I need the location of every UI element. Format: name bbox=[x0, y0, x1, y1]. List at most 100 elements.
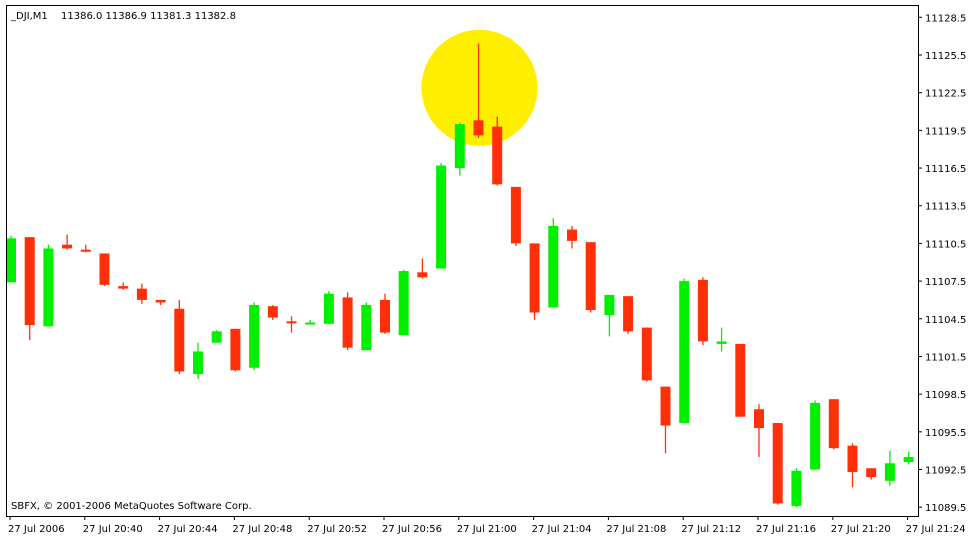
time-tick-label: 27 Jul 21:12 bbox=[681, 524, 741, 535]
candle bbox=[492, 117, 502, 186]
price-tick-label: 11101.5 bbox=[925, 352, 966, 363]
time-tick-label: 27 Jul 21:00 bbox=[457, 524, 517, 535]
candle-body bbox=[848, 446, 858, 472]
candle-body bbox=[623, 296, 633, 331]
candle bbox=[174, 300, 184, 374]
price-tick-label: 11113.5 bbox=[925, 202, 966, 213]
candle bbox=[212, 330, 222, 343]
candle-body bbox=[754, 409, 764, 428]
candle-body bbox=[810, 403, 820, 470]
candle-body bbox=[567, 230, 577, 241]
candle-body bbox=[62, 245, 72, 249]
time-tick-label: 27 Jul 20:44 bbox=[158, 524, 218, 535]
candle bbox=[810, 400, 820, 469]
candle bbox=[773, 423, 783, 505]
candle-body bbox=[586, 242, 596, 310]
candle-body bbox=[866, 468, 876, 477]
candle-body bbox=[791, 471, 801, 506]
price-tick-label: 11122.5 bbox=[925, 89, 966, 100]
candle bbox=[698, 277, 708, 345]
candle bbox=[642, 328, 652, 382]
candle-body bbox=[361, 305, 371, 350]
candle-body bbox=[829, 399, 839, 448]
candle bbox=[829, 399, 839, 449]
candle-body bbox=[604, 295, 614, 315]
candle-body bbox=[81, 250, 91, 252]
candle-body bbox=[100, 253, 110, 284]
candle-body bbox=[137, 289, 147, 300]
candle bbox=[100, 253, 110, 286]
time-tick-label: 27 Jul 21:04 bbox=[532, 524, 592, 535]
candle-body bbox=[118, 286, 128, 289]
price-tick-label: 11116.5 bbox=[925, 164, 966, 175]
time-tick-label: 27 Jul 20:56 bbox=[382, 524, 442, 535]
candle-body bbox=[399, 271, 409, 335]
candle bbox=[530, 243, 540, 320]
symbol-label: _DJI,M1 bbox=[10, 11, 48, 22]
candle-body bbox=[25, 237, 35, 325]
candle-body bbox=[380, 300, 390, 333]
candle-body bbox=[436, 166, 446, 269]
candle-body bbox=[305, 323, 315, 325]
candle bbox=[249, 302, 259, 370]
candle-body bbox=[530, 243, 540, 312]
candle-body bbox=[661, 387, 671, 426]
candle-body bbox=[212, 331, 222, 342]
candle bbox=[511, 187, 521, 246]
candle bbox=[791, 468, 801, 507]
candle-body bbox=[417, 272, 427, 277]
price-tick-label: 11104.5 bbox=[925, 315, 966, 326]
price-tick-label: 11098.5 bbox=[925, 390, 966, 401]
candle-body bbox=[679, 281, 689, 423]
candle bbox=[679, 279, 689, 423]
candle bbox=[230, 329, 240, 372]
candle-body bbox=[230, 329, 240, 370]
time-tick-label: 27 Jul 20:40 bbox=[83, 524, 143, 535]
candle bbox=[361, 302, 371, 350]
candle-body bbox=[698, 280, 708, 342]
copyright-text: SBFX, © 2001-2006 MetaQuotes Software Co… bbox=[11, 501, 252, 512]
candle bbox=[399, 270, 409, 335]
candle bbox=[6, 236, 16, 282]
candle bbox=[324, 291, 334, 324]
candle bbox=[735, 344, 745, 417]
candle-body bbox=[324, 294, 334, 324]
candle bbox=[586, 242, 596, 312]
candle-body bbox=[156, 300, 166, 303]
ohlc-values: 11386.0 11386.9 11381.3 11382.8 bbox=[61, 11, 236, 22]
candle-body bbox=[511, 187, 521, 244]
time-tick-label: 27 Jul 20:52 bbox=[307, 524, 367, 535]
candle-body bbox=[885, 463, 895, 481]
candle bbox=[623, 296, 633, 334]
price-tick-label: 11125.5 bbox=[925, 51, 966, 62]
candle-body bbox=[642, 328, 652, 381]
candle-body bbox=[492, 127, 502, 185]
candle bbox=[25, 237, 35, 340]
time-tick-label: 27 Jul 21:24 bbox=[906, 524, 966, 535]
candle-body bbox=[455, 124, 465, 168]
candle-body bbox=[548, 226, 558, 308]
time-tick-label: 27 Jul 21:08 bbox=[606, 524, 666, 535]
candle bbox=[343, 292, 353, 350]
candle-body bbox=[43, 248, 53, 326]
price-tick-label: 11089.5 bbox=[925, 503, 966, 514]
candle-body bbox=[343, 297, 353, 347]
price-tick-label: 11092.5 bbox=[925, 466, 966, 477]
price-tick-label: 11095.5 bbox=[925, 428, 966, 439]
candle bbox=[43, 245, 53, 327]
time-tick-label: 27 Jul 2006 bbox=[8, 524, 65, 535]
candle bbox=[455, 123, 465, 176]
time-tick-label: 27 Jul 21:20 bbox=[831, 524, 891, 535]
time-tick-label: 27 Jul 21:16 bbox=[756, 524, 816, 535]
candle-body bbox=[735, 344, 745, 417]
candle bbox=[436, 163, 446, 269]
candle-body bbox=[287, 321, 297, 323]
candle-body bbox=[174, 309, 184, 372]
price-tick-label: 11110.5 bbox=[925, 239, 966, 250]
candle-body bbox=[268, 306, 278, 317]
candle-body bbox=[773, 423, 783, 503]
candle-body bbox=[6, 238, 16, 282]
candle-body bbox=[249, 305, 259, 368]
